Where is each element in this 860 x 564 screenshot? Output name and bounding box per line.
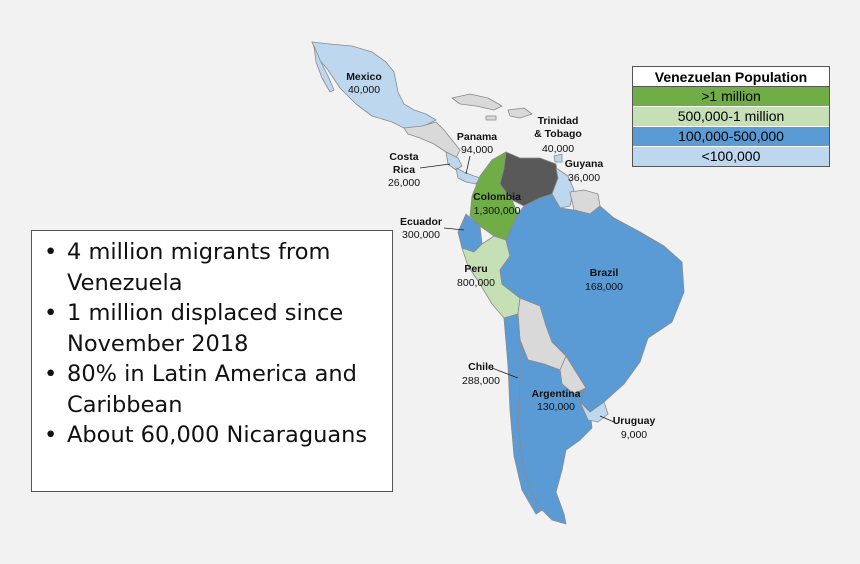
label-mexico-value: 40,000 [348, 84, 380, 96]
cuba-region [451, 93, 503, 111]
label-trinidad-line2: & Tobago [534, 128, 582, 140]
leader-panama [465, 155, 471, 175]
label-costa-rica-line1: Costa [389, 151, 418, 163]
leader-costa-rica [419, 163, 451, 169]
label-costa-rica-value: 26,000 [388, 177, 420, 189]
label-brazil-name: Brazil [590, 267, 619, 279]
label-colombia-name: Colombia [473, 191, 521, 203]
leader-ecuador [443, 227, 465, 231]
label-colombia-value: 1,300,000 [474, 205, 521, 217]
fact-item: 4 million migrants from Venezuela [42, 237, 386, 298]
fact-item: 1 million displaced since November 2018 [42, 298, 386, 359]
fact-item: 80% in Latin America and Caribbean [42, 359, 386, 420]
label-uruguay-value: 9,000 [621, 429, 647, 441]
label-chile-value: 288,000 [462, 375, 500, 387]
label-peru-name: Peru [464, 263, 487, 275]
leader-chile [491, 367, 519, 379]
legend-title: Venezuelan Population [633, 67, 829, 87]
guyana-region [551, 167, 575, 209]
label-peru-value: 800,000 [457, 277, 495, 289]
facts-box: 4 million migrants from Venezuela 1 mill… [31, 230, 393, 492]
fact-item: About 60,000 Nicaraguans [42, 420, 386, 451]
baja-region [313, 45, 335, 93]
legend: Venezuelan Population >1 million 500,000… [632, 66, 830, 167]
label-guyana-name: Guyana [565, 158, 604, 170]
legend-item: 500,000-1 million [633, 107, 829, 127]
label-mexico-name: Mexico [346, 71, 382, 83]
label-panama-value: 94,000 [461, 144, 493, 156]
label-panama-name: Panama [457, 131, 497, 143]
trinidad-region [553, 153, 563, 163]
argentina-region [517, 339, 593, 525]
hispaniola-region [507, 107, 533, 119]
label-argentina-name: Argentina [531, 388, 580, 400]
label-ecuador-value: 300,000 [402, 229, 440, 241]
label-ecuador-name: Ecuador [400, 216, 442, 228]
mexico-region [311, 41, 437, 129]
label-costa-rica-line2: Rica [393, 164, 415, 176]
label-guyana-value: 36,000 [568, 172, 600, 184]
label-chile-name: Chile [468, 361, 494, 373]
central-america-region [403, 121, 461, 159]
costa-rica-region [445, 151, 463, 171]
legend-item: <100,000 [633, 147, 829, 166]
jamaica-region [485, 115, 497, 121]
panama-region [455, 167, 481, 185]
label-trinidad-line1: Trinidad [538, 115, 579, 127]
leader-uruguay [599, 415, 615, 423]
legend-item: >1 million [633, 87, 829, 107]
label-argentina-value: 130,000 [537, 401, 575, 413]
uruguay-region [579, 401, 609, 423]
label-uruguay-name: Uruguay [613, 415, 656, 427]
facts-list: 4 million migrants from Venezuela 1 mill… [42, 237, 386, 451]
label-brazil-value: 168,000 [585, 281, 623, 293]
label-trinidad-value: 40,000 [542, 143, 574, 155]
legend-item: 100,000-500,000 [633, 127, 829, 147]
